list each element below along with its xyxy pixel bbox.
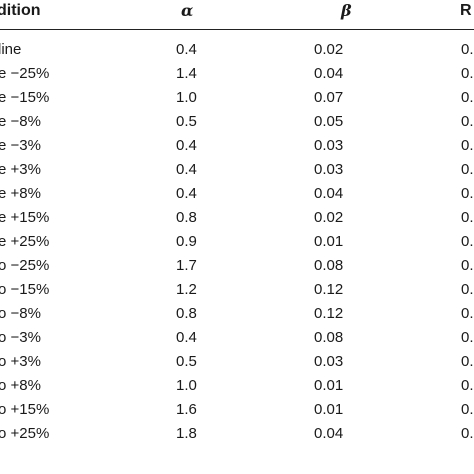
cell-condition: o +25% [0,425,50,442]
cell-condition: e −8% [0,113,41,130]
cell-alpha: 0.5 [176,113,197,130]
cell-condition: e +15% [0,209,50,226]
cell-condition: e +8% [0,185,41,202]
cell-r: 0. [461,113,474,130]
cell-beta: 0.03 [314,353,344,370]
cell-condition: o −25% [0,257,50,274]
cell-beta: 0.04 [314,425,344,442]
cell-alpha: 1.8 [176,425,197,442]
cell-alpha: 0.4 [176,161,197,178]
cell-beta: 0.08 [314,329,344,346]
cell-beta: 0.07 [314,89,344,106]
cell-condition: o −3% [0,329,41,346]
cell-r: 0. [461,233,474,250]
header-beta: β [341,1,352,20]
cell-alpha: 1.6 [176,401,197,418]
header-divider [0,29,474,30]
cell-beta: 0.05 [314,113,344,130]
cell-r: 0. [461,329,474,346]
cell-r: 0. [461,401,474,418]
cell-alpha: 0.5 [176,353,197,370]
cell-beta: 0.01 [314,377,344,394]
cell-beta: 0.04 [314,185,344,202]
cell-alpha: 1.7 [176,257,197,274]
cell-alpha: 1.4 [176,65,197,82]
cell-beta: 0.01 [314,401,344,418]
cell-condition: e +3% [0,161,41,178]
cell-beta: 0.04 [314,65,344,82]
cell-alpha: 0.8 [176,209,197,226]
cell-r: 0. [461,209,474,226]
header-alpha: α [181,1,194,20]
cell-condition: o +15% [0,401,50,418]
cell-alpha: 0.4 [176,41,197,58]
cell-condition: e +25% [0,233,50,250]
header-condition: dition [0,2,41,19]
cell-condition: o −15% [0,281,50,298]
cell-alpha: 0.8 [176,305,197,322]
cell-alpha: 1.2 [176,281,197,298]
cell-condition: e −15% [0,89,50,106]
cell-alpha: 1.0 [176,89,197,106]
cell-condition: e −25% [0,65,50,82]
cell-beta: 0.03 [314,137,344,154]
cell-condition: o −8% [0,305,41,322]
cell-r: 0. [461,161,474,178]
cell-alpha: 0.9 [176,233,197,250]
cell-r: 0. [461,89,474,106]
cell-condition: line [0,41,22,58]
table-header-row: dition α β R [0,0,474,30]
cell-alpha: 0.4 [176,137,197,154]
cell-beta: 0.02 [314,41,344,58]
cell-r: 0. [461,377,474,394]
cell-r: 0. [461,281,474,298]
cell-beta: 0.02 [314,209,344,226]
cell-beta: 0.01 [314,233,344,250]
cell-beta: 0.12 [314,281,344,298]
header-r: R [460,2,472,19]
cell-condition: e −3% [0,137,41,154]
cell-r: 0. [461,305,474,322]
cell-beta: 0.12 [314,305,344,322]
cell-r: 0. [461,257,474,274]
cell-alpha: 0.4 [176,329,197,346]
cell-r: 0. [461,65,474,82]
cell-condition: o +3% [0,353,41,370]
cell-condition: o +8% [0,377,41,394]
cell-r: 0. [461,185,474,202]
cell-r: 0. [461,137,474,154]
cell-r: 0. [461,41,474,58]
cell-r: 0. [461,353,474,370]
cell-alpha: 0.4 [176,185,197,202]
cell-beta: 0.08 [314,257,344,274]
cell-alpha: 1.0 [176,377,197,394]
cell-beta: 0.03 [314,161,344,178]
cell-r: 0. [461,425,474,442]
